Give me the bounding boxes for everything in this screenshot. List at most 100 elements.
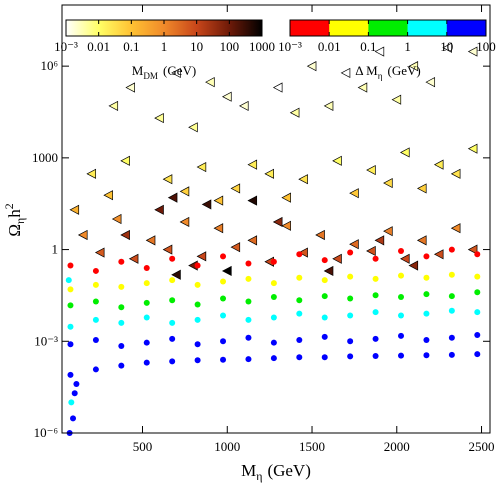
colorbar-tick-label: 1000 [249, 39, 275, 54]
circle-point [474, 289, 481, 296]
label-part: Δ M [355, 63, 378, 78]
circle-point [118, 283, 125, 290]
triangle-point [349, 188, 359, 199]
circle-point [67, 302, 74, 309]
circle-point [73, 381, 80, 388]
triangle-point [425, 77, 436, 88]
circle-point [245, 275, 252, 282]
triangle-point [213, 223, 224, 234]
triangle-point [391, 94, 402, 105]
circle-point [296, 337, 303, 344]
circle-point [143, 280, 150, 287]
circle-point [143, 314, 150, 321]
triangle-point [408, 260, 419, 271]
x-tick-label: 1500 [299, 439, 325, 454]
y-tick-label: 1000 [32, 150, 58, 165]
triangle-point [86, 168, 97, 179]
circle-point [372, 275, 379, 282]
triangle-point [69, 204, 80, 215]
triangle-point [450, 223, 461, 234]
triangle-point [188, 122, 198, 133]
triangle-point [289, 107, 300, 118]
circle-point [423, 352, 430, 359]
circle-point [474, 351, 481, 358]
circle-point [169, 255, 176, 262]
circle-point [169, 277, 176, 284]
colorbar-segment [407, 20, 448, 36]
y-tick-label: 10⁻⁶ [34, 425, 58, 440]
circle-point [270, 280, 277, 287]
circle-point [296, 297, 303, 304]
circle-point [448, 293, 455, 300]
colorbar-tick-label: 0.01 [87, 39, 110, 54]
triangle-point [196, 161, 207, 173]
colorbar-tick-label: 0.01 [318, 39, 341, 54]
triangle-point [416, 235, 427, 246]
triangle-point [332, 253, 342, 264]
y-tick-label: 1 [52, 242, 59, 257]
circle-point [372, 309, 379, 316]
label-part: (GeV) [388, 63, 421, 78]
y-tick-label: 10⁻³ [34, 333, 58, 348]
colorbar-tick-label: 100 [476, 39, 496, 54]
circle-point [194, 281, 201, 288]
triangle-point [383, 177, 393, 189]
triangle-point [467, 143, 478, 154]
colorbar-tick-label: 10⁻³ [54, 39, 78, 54]
circle-point [220, 312, 227, 319]
circle-point [194, 316, 201, 323]
x-tick-label: 2500 [469, 439, 495, 454]
circle-point [220, 253, 227, 260]
colorbar-tick-label: 100 [220, 39, 240, 54]
triangle-point [357, 82, 368, 93]
circle-point [270, 294, 277, 301]
triangle-point [298, 247, 308, 258]
circle-point [220, 338, 227, 345]
circle-point [220, 295, 227, 302]
circle-point [423, 274, 430, 281]
triangle-point [340, 67, 351, 79]
triangle-point [272, 216, 283, 228]
label-part: (GeV) [267, 461, 310, 480]
label-part: M [132, 63, 144, 78]
circle-point [220, 278, 227, 285]
circle-point [245, 260, 252, 267]
circle-point [321, 354, 328, 361]
circle-point [347, 312, 354, 319]
colorbar-fill [66, 20, 262, 36]
circle-point [143, 299, 150, 306]
circle-point [398, 332, 405, 339]
circle-point [143, 339, 150, 346]
triangle-point [306, 61, 317, 72]
label-part: η [256, 469, 262, 483]
axis-label: Mη (GeV) [241, 461, 311, 483]
triangle-point [366, 164, 376, 176]
circle-point [92, 366, 99, 373]
circle-point [347, 338, 354, 345]
triangle-point [450, 168, 461, 179]
triangle-point [366, 245, 376, 257]
triangle-point [77, 229, 88, 241]
colorbar-segment [446, 20, 487, 36]
triangle-point [108, 100, 119, 111]
triangle-point [399, 147, 410, 158]
circle-point [92, 267, 99, 274]
colorbar-tick-label: 0.1 [360, 39, 376, 54]
circle-point [169, 335, 176, 342]
circle-point [68, 399, 75, 406]
circle-point [321, 293, 328, 300]
triangle-point [125, 82, 135, 93]
triangle-point [281, 220, 291, 231]
circle-point [296, 310, 303, 317]
circle-point [270, 339, 277, 346]
circle-point [92, 281, 99, 288]
x-tick-label: 500 [133, 439, 153, 454]
triangle-point [281, 192, 291, 203]
triangle-point [162, 244, 173, 255]
triangle-point [416, 183, 427, 194]
circle-point [296, 354, 303, 361]
circle-point [143, 264, 150, 271]
circle-point [296, 274, 303, 281]
triangle-point [120, 155, 130, 166]
